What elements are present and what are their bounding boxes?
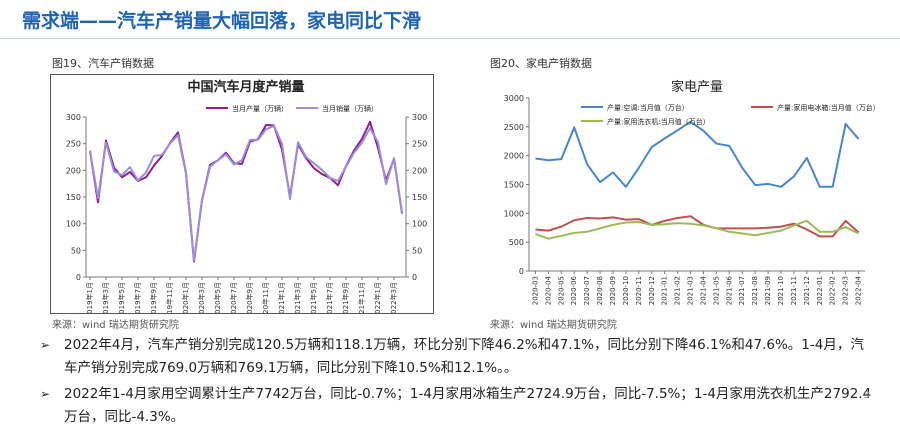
y-tick-label: 500 (509, 238, 524, 247)
x-tick-label: 2021年11月 (357, 282, 366, 313)
figure-caption: 图19、汽车产销数据 (52, 57, 154, 70)
y-tick-label: 250 (66, 140, 81, 149)
x-tick-label: 2021-01 (661, 276, 669, 305)
x-tick-label: 2021年9月 (341, 282, 350, 313)
x-tick-label: 2019年1月 (85, 282, 94, 313)
x-tick-label: 2021年5月 (309, 282, 318, 313)
x-tick-label: 2020年7月 (229, 282, 238, 313)
x-tick-label: 2021-02 (674, 276, 682, 305)
y-tick-label: 0 (76, 273, 81, 282)
x-tick-label: 2021-07 (738, 276, 746, 305)
x-tick-label: 2021-05 (712, 276, 720, 305)
x-tick-label: 2020-11 (635, 276, 643, 305)
y2-tick-label: 300 (412, 113, 427, 122)
chart: 中国汽车月度产销量 0 50 100 150 200 250 300 0 50 100 150 200 2… (66, 79, 428, 323)
title-rule (0, 38, 900, 39)
y2-tick-label: 150 (412, 193, 427, 202)
x-tick-label: 2020年9月 (245, 282, 254, 313)
x-tick-label: 2022-02 (829, 276, 837, 305)
x-tick-label: 2021-03 (687, 276, 695, 305)
chart-frame: 中国汽车月度产销量 0 50 100 150 200 250 300 0 50 100 150 200 2… (50, 74, 434, 323)
x-tick-label: 2021-09 (764, 276, 772, 305)
chart: 家电产量 0 500 1000 1500 2000 2500 3000 2020-03 2020-… (504, 79, 880, 305)
x-tick-label: 2020年11月 (261, 282, 270, 313)
x-tick-label: 2022-01 (816, 276, 824, 305)
x-tick-label: 2020-07 (583, 276, 591, 305)
x-tick-label: 2019年11月 (165, 282, 174, 313)
series-line (535, 219, 859, 240)
y2-tick-label: 0 (412, 273, 417, 282)
legend-label: 产量:家用电冰箱:当月值（万台） (777, 103, 875, 112)
x-tick-label: 2021-12 (803, 276, 811, 305)
page-title: 需求端——汽车产销量大幅回落，家电同比下滑 (22, 10, 422, 32)
x-tick-label: 2020-06 (570, 275, 578, 305)
y-tick-label: 2500 (504, 123, 524, 132)
x-tick-label: 2020年3月 (197, 282, 206, 313)
x-tick-label: 2020-05 (557, 276, 565, 305)
legend-label: 当月销量（万辆） (322, 104, 378, 113)
x-tick-label: 2021-06 (725, 275, 733, 305)
y-tick-label: 150 (66, 193, 81, 202)
legend-label: 产量:家用洗衣机:当月值（万台） (607, 117, 710, 126)
x-tick-label: 2020-04 (544, 275, 552, 305)
y2-tick-label: 50 (412, 246, 422, 255)
x-tick-label: 2021年7月 (325, 282, 334, 313)
bullet: 2022年1-4月家用空调累计生产7742万台，同比-0.7%；1-4月家用冰箱… (40, 383, 875, 429)
x-tick-label: 2020年5月 (213, 282, 222, 313)
x-tick-label: 2021年3月 (293, 282, 302, 313)
source: 来源：wind 瑞达期货研究院 (52, 320, 179, 331)
y-tick-label: 1000 (504, 209, 524, 218)
page-number: 3 (863, 390, 870, 401)
y2-tick-label: 250 (412, 140, 427, 149)
x-tick-label: 2020年1月 (181, 282, 190, 313)
x-tick-label: 2021-11 (790, 276, 798, 305)
x-tick-label: 2022-03 (842, 276, 850, 305)
bullet-list: 2022年4月，汽车产销分别完成120.5万辆和118.1万辆，环比分别下降46… (40, 334, 875, 432)
y2-tick-label: 200 (412, 166, 427, 175)
series-line (535, 120, 860, 188)
x-tick-label: 2022年1月 (373, 282, 382, 313)
series-line (89, 120, 403, 263)
x-tick-label: 2022-04 (855, 275, 863, 305)
x-tick-label: 2022年3月 (389, 282, 398, 313)
x-tick-label: 2020-10 (622, 276, 630, 305)
y-tick-label: 1500 (504, 181, 524, 190)
series-line (89, 125, 403, 262)
x-tick-label: 2021-04 (699, 275, 707, 305)
y-tick-label: 100 (66, 220, 81, 229)
source: 来源：wind 瑞达期货研究院 (490, 320, 617, 331)
chart-title: 中国汽车月度产销量 (187, 79, 304, 95)
legend-label: 当月产量（万辆） (232, 104, 288, 113)
x-tick-label: 2020-12 (648, 276, 656, 305)
bullet: 2022年4月，汽车产销分别完成120.5万辆和118.1万辆，环比分别下降46… (40, 334, 875, 380)
x-tick-label: 2021-10 (777, 276, 785, 305)
y-tick-label: 3000 (504, 94, 524, 103)
x-tick-label: 2019年5月 (117, 282, 126, 313)
x-tick-label: 2021-08 (751, 276, 759, 305)
x-tick-label: 2020-08 (596, 276, 604, 305)
x-tick-label: 2020-03 (531, 276, 539, 305)
y2-tick-label: 100 (412, 220, 427, 229)
y-tick-label: 2000 (504, 152, 524, 161)
x-tick-label: 2019年3月 (101, 282, 110, 313)
y-tick-label: 0 (519, 267, 524, 276)
legend-label: 产量:空调:当月值（万台） (607, 103, 689, 112)
chart-frame: 家电产量 0 500 1000 1500 2000 2500 3000 2020-03 2020-… (487, 74, 880, 306)
y-tick-label: 300 (66, 113, 81, 122)
series-line (535, 215, 860, 238)
y-tick-label: 200 (66, 166, 81, 175)
chart-title: 家电产量 (671, 79, 723, 95)
x-tick-label: 2020-09 (609, 276, 617, 305)
x-tick-label: 2019年9月 (149, 282, 158, 313)
figure-caption: 图20、家电产销数据 (490, 57, 592, 70)
x-tick-label: 2019年7月 (133, 282, 142, 313)
y-tick-label: 50 (71, 246, 81, 255)
x-tick-label: 2021年1月 (277, 282, 286, 313)
